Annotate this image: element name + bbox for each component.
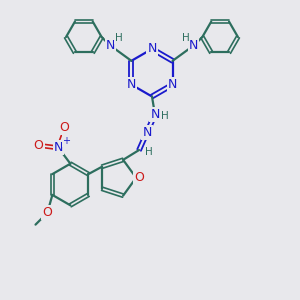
Text: N: N (54, 141, 63, 154)
Text: O: O (34, 140, 44, 152)
Text: N: N (189, 40, 198, 52)
Text: N: N (106, 40, 115, 52)
Text: O: O (59, 121, 69, 134)
Text: H: H (145, 147, 153, 157)
Text: O: O (134, 171, 144, 184)
Text: N: N (142, 126, 152, 139)
Text: N: N (168, 78, 177, 91)
Text: +: + (62, 136, 70, 146)
Text: N: N (150, 108, 160, 121)
Text: O: O (43, 206, 52, 219)
Text: N: N (127, 78, 136, 91)
Text: N: N (147, 42, 157, 56)
Text: H: H (161, 111, 169, 121)
Text: H: H (115, 33, 122, 43)
Text: H: H (182, 33, 189, 43)
